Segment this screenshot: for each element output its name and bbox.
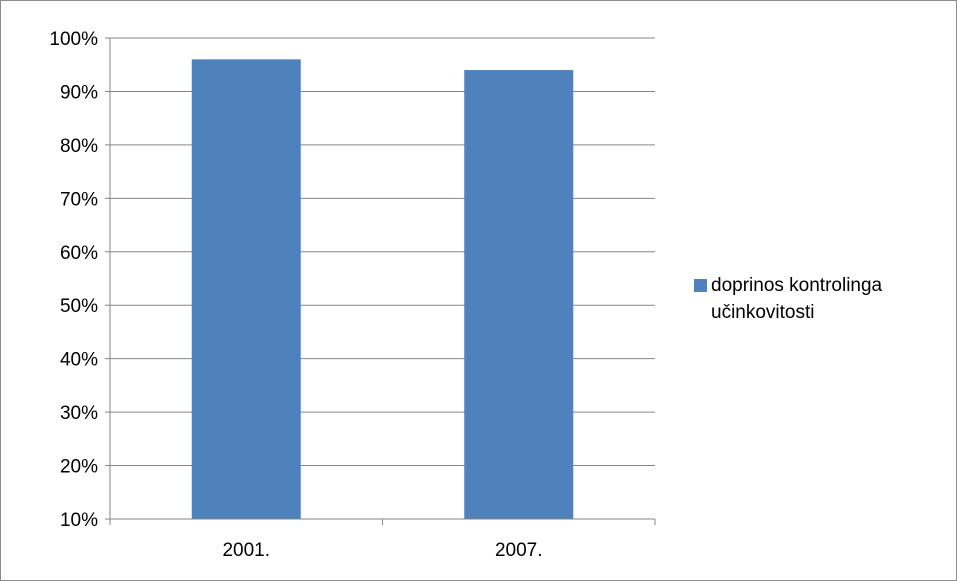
y-tick-label: 40% [60,350,98,371]
bar [464,70,574,520]
x-tick-label: 2007. [495,540,543,561]
y-tick-label: 80% [60,136,98,157]
x-tick-labels: 2001. 2007. [222,540,542,561]
axes [105,37,656,525]
y-tick-label: 30% [60,403,98,424]
y-tick-label: 100% [49,29,98,50]
y-tick-label: 70% [60,189,98,210]
y-tick-labels: 10% 20% 30% 40% 50% 60% 70% 80% 90% 100% [49,29,98,531]
y-tick-label: 10% [60,510,98,531]
y-tick-label: 20% [60,457,98,478]
legend: doprinos kontrolinga učinkovitosti [694,272,957,326]
bars [191,59,574,520]
y-tick-label: 60% [60,243,98,264]
x-tick-label: 2001. [222,540,270,561]
y-tick-label: 50% [60,296,98,317]
y-tick-label: 90% [60,82,98,103]
bar [191,59,301,519]
legend-swatch [694,279,707,292]
legend-label: doprinos kontrolinga učinkovitosti [711,275,883,323]
